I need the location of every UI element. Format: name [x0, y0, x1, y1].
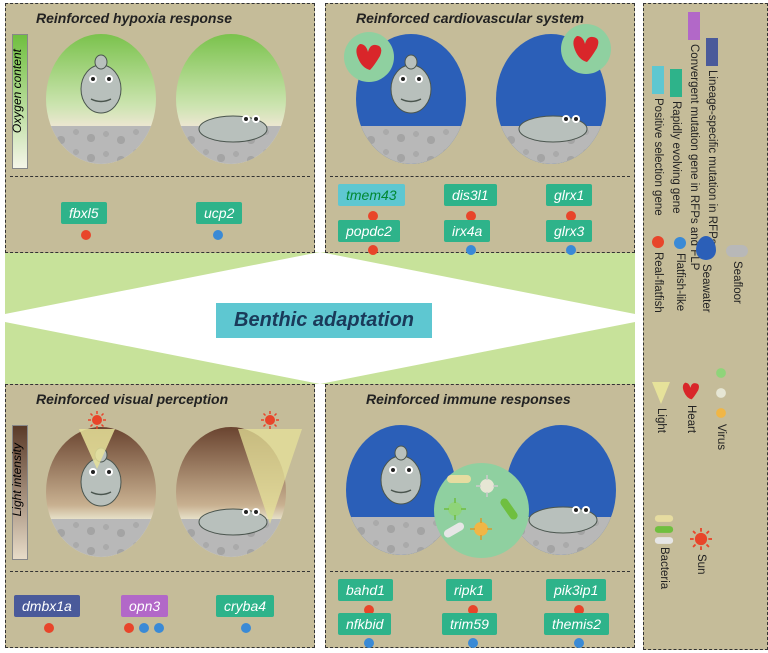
gene-ucp2: ucp2 — [196, 202, 242, 224]
center-title: Benthic adaptation — [216, 303, 432, 338]
gene-dot — [466, 245, 476, 255]
panel-title-visual: Reinforced visual perception — [36, 391, 228, 407]
gene-themis2: themis2 — [544, 613, 609, 635]
fish-upright — [376, 445, 426, 505]
gene-nfkbid: nfkbid — [338, 613, 391, 635]
gene-dot — [574, 638, 584, 648]
bacteria-icon — [654, 525, 674, 534]
panel-title-immune: Reinforced immune responses — [366, 391, 571, 407]
panel-visual-sep — [10, 571, 310, 572]
gene-dmbx1a: dmbx1a — [14, 595, 80, 617]
fish-lying — [196, 109, 271, 144]
legend-swatch-rapid: Rapidly evolving gene — [670, 69, 682, 214]
gene-dot — [44, 623, 54, 633]
legend-row-swatches: Positive selection gene Rapidly evolving… — [652, 12, 718, 270]
virus-icon — [470, 518, 492, 540]
oxygen-bar-label: Oxygen content — [10, 49, 24, 133]
legend-seafloor: Seafloor — [726, 245, 748, 304]
seafloor — [46, 126, 156, 164]
heart-icon — [569, 34, 603, 64]
legend-sun: Sun — [690, 528, 712, 574]
gene-dot — [154, 623, 164, 633]
gene-bahd1: bahd1 — [338, 579, 393, 601]
virus-icon — [712, 404, 730, 422]
legend-dot-like: Flatfish-like — [674, 237, 686, 311]
panel-hypoxia-sep — [10, 176, 310, 177]
legend-panel: Positive selection gene Rapidly evolving… — [643, 3, 768, 650]
panel-title-cardio: Reinforced cardiovascular system — [356, 10, 584, 26]
virus-icon — [476, 475, 498, 497]
gene-dot — [81, 230, 91, 240]
immune-bubble — [434, 463, 529, 558]
gene-fbxl5: fbxl5 — [61, 202, 107, 224]
gene-dot — [213, 230, 223, 240]
gene-popdc2: popdc2 — [338, 220, 400, 242]
gene-tmem43: tmem43 — [338, 184, 405, 206]
light-beam — [238, 429, 302, 524]
fish-lying — [516, 109, 591, 144]
panel-cardio: Reinforced cardiovascular system tmem43 … — [325, 3, 635, 253]
bacteria-icon — [497, 495, 522, 523]
sun-icon — [690, 528, 712, 550]
fish-upright — [76, 54, 126, 114]
gene-opn3: opn3 — [121, 595, 168, 617]
gene-dot — [364, 638, 374, 648]
gene-cryba4: cryba4 — [216, 595, 274, 617]
gene-irx4a: irx4a — [444, 220, 490, 242]
virus-icon — [444, 498, 466, 520]
gene-dis3l1: dis3l1 — [444, 184, 497, 206]
panel-visual: Reinforced visual perception Light inten… — [5, 384, 315, 648]
hypoxia-oval-right — [176, 34, 286, 164]
legend-bacteria: Bacteria — [654, 514, 674, 589]
gene-glrx3: glrx3 — [546, 220, 592, 242]
panel-immune: Reinforced immune responses bahd1 nfkbid… — [325, 384, 635, 648]
legend-light: Light — [652, 382, 670, 433]
legend-swatch-positive: Positive selection gene — [652, 66, 664, 216]
heart-bubble-right — [561, 24, 611, 74]
gene-pik3ip1: pik3ip1 — [546, 579, 606, 601]
gene-dot — [241, 623, 251, 633]
fish-lying — [526, 500, 601, 535]
gene-dot — [139, 623, 149, 633]
gene-ripk1: ripk1 — [446, 579, 492, 601]
legend-dot-real: Real-flatfish — [652, 236, 664, 313]
legend-row-3: Light Heart Virus — [652, 364, 730, 450]
panel-cardio-sep — [330, 176, 630, 177]
seafloor — [356, 126, 466, 164]
legend-swatch-convergent: Convergent mutation gene in RFPs and FLP — [688, 12, 700, 270]
bacteria-icon — [446, 473, 472, 485]
virus-icon — [712, 384, 730, 402]
bacteria-icon — [441, 520, 467, 541]
seafloor — [46, 519, 156, 557]
heart-icon — [352, 42, 386, 72]
sun-icon — [261, 411, 279, 429]
gene-trim59: trim59 — [442, 613, 497, 635]
legend-row-2: Real-flatfish Flatfish-like Seawater Sea… — [652, 236, 748, 313]
panel-immune-sep — [330, 571, 630, 572]
gene-dot — [124, 623, 134, 633]
bacteria-icon — [654, 536, 674, 545]
gene-dot — [468, 638, 478, 648]
gene-glrx1: glrx1 — [546, 184, 592, 206]
heart-icon — [680, 381, 702, 401]
bacteria-icon — [654, 514, 674, 523]
legend-swatch-lineage: Lineage-specific mutation in RFPs — [706, 38, 718, 245]
gene-dot — [566, 245, 576, 255]
legend-row-4: Bacteria Sun — [654, 514, 712, 589]
panel-hypoxia: Reinforced hypoxia response Oxygen conte… — [5, 3, 315, 253]
gene-dot — [368, 245, 378, 255]
light-beam — [79, 429, 115, 469]
light-bar-label: Light intensity — [10, 443, 24, 516]
heart-bubble-left — [344, 32, 394, 82]
sun-icon — [88, 411, 106, 429]
legend-virus: Virus — [712, 364, 730, 450]
hypoxia-oval-left — [46, 34, 156, 164]
legend-seawater: Seawater — [696, 236, 716, 313]
virus-icon — [712, 364, 730, 382]
panel-title-hypoxia: Reinforced hypoxia response — [36, 10, 232, 26]
fish-upright — [386, 54, 436, 114]
main-area: Reinforced hypoxia response Oxygen conte… — [0, 0, 640, 653]
legend-heart: Heart — [680, 381, 702, 433]
